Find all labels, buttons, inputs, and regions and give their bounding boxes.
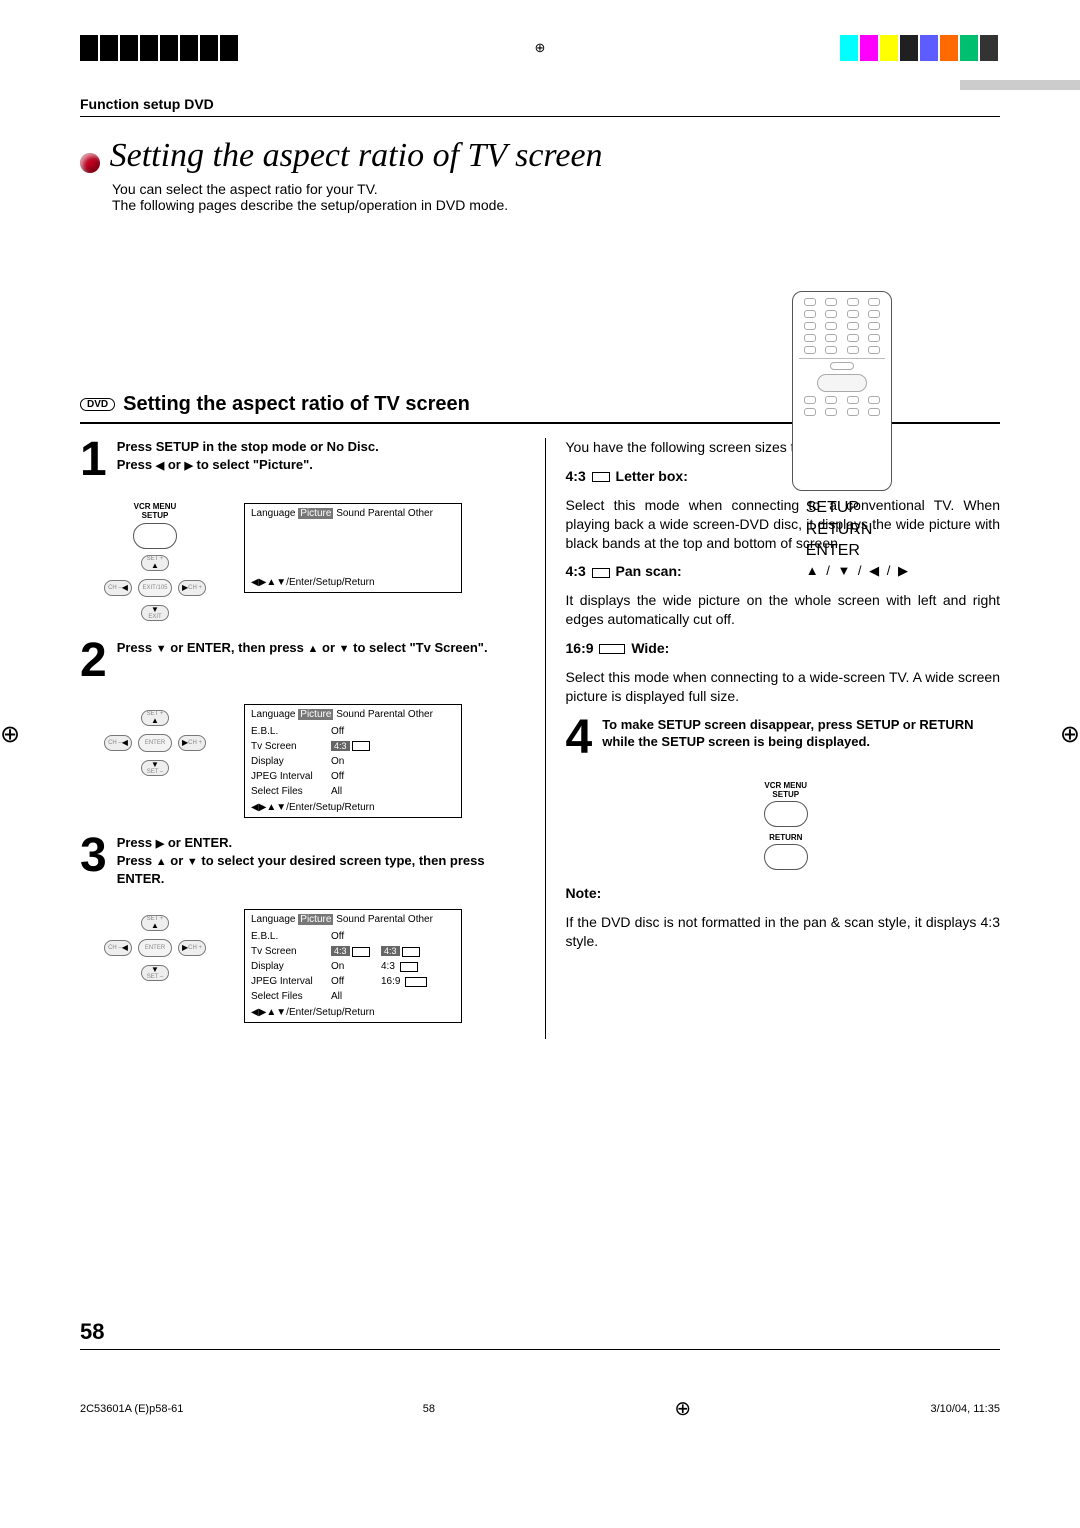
step4-number: 4 (566, 716, 593, 759)
intro-line2: The following pages describe the setup/o… (112, 197, 1000, 213)
remote-label-return: RETURN (806, 519, 910, 541)
intro-line1: You can select the aspect ratio for your… (112, 181, 1000, 197)
step2-text: Press ▼ or ENTER, then press ▲ or ▼ to s… (117, 639, 488, 682)
right-reg-mark: ⊕ (1060, 720, 1080, 749)
menu-screen-1: Language Picture Sound Parental Other ◀▶… (244, 503, 462, 593)
opt-43-panscan-label: 4:3 Pan scan: (566, 563, 682, 579)
bullet-sphere (80, 153, 100, 173)
menu-screen-3: Language Picture Sound Parental Other E.… (244, 909, 462, 1023)
step3-number: 3 (80, 834, 107, 887)
section-header: Function setup DVD (80, 96, 1000, 117)
step2-number: 2 (80, 639, 107, 682)
page-title: Setting the aspect ratio of TV screen (110, 137, 603, 175)
opt-43-letterbox-label: 4:3 Letter box: (566, 468, 688, 484)
step1-number: 1 (80, 438, 107, 481)
opt-169-wide-label: 16:9 Wide: (566, 640, 670, 656)
remote-cluster-1: VCR MENUSETUP SET +▲ ▼EXIT CH – ◀ ▶ CH +… (90, 503, 220, 623)
registration-marks: ⊕ (80, 30, 1000, 66)
remote-label-enter: ENTER (806, 540, 910, 562)
button-stack: VCR MENU SETUP RETURN (572, 781, 1001, 870)
remote-figure: SETUP RETURN ENTER ▲ / ▼ / ◀ / ▶ (792, 291, 910, 579)
remote-cluster-2: SET +▲ ▼SET – CH – ◀ ▶ CH + ENTER (90, 704, 220, 778)
step3-text: Press ▶ or ENTER. Press ▲ or ▼ to select… (117, 834, 515, 887)
opt-169-wide-desc: Select this mode when connecting to a wi… (566, 668, 1001, 706)
left-reg-mark: ⊕ (0, 720, 20, 749)
page-number: 58 (80, 1319, 1000, 1345)
note-heading: Note: (566, 885, 602, 901)
menu-screen-2: Language Picture Sound Parental Other E.… (244, 704, 462, 818)
step4-text: To make SETUP screen disappear, press SE… (602, 716, 1000, 759)
footer-file: 2C53601A (E)p58-61 (80, 1403, 183, 1415)
footer-page: 58 (423, 1403, 435, 1415)
right-intro: You have the following screen sizes to c… (566, 438, 1001, 457)
step1-line2: Press ◀ or ▶ to select "Picture". (117, 456, 379, 474)
section-title: Setting the aspect ratio of TV screen (123, 393, 470, 416)
step1-line1: Press SETUP in the stop mode or No Disc. (117, 438, 379, 456)
dvd-badge: DVD (80, 398, 115, 411)
opt-43-letterbox-desc: Select this mode when connecting to a co… (566, 496, 1001, 553)
remote-cluster-3: SET +▲ ▼SET – CH – ◀ ▶ CH + ENTER (90, 909, 220, 983)
page-footer: 2C53601A (E)p58-61 58 ⊕ 3/10/04, 11:35 (80, 1396, 1000, 1421)
remote-label-arrows: ▲ / ▼ / ◀ / ▶ (806, 562, 910, 580)
note-text: If the DVD disc is not formatted in the … (566, 913, 1001, 951)
opt-43-panscan-desc: It displays the wide picture on the whol… (566, 591, 1001, 629)
remote-label-setup: SETUP (806, 497, 910, 519)
edge-mark (960, 80, 1080, 90)
footer-date: 3/10/04, 11:35 (930, 1403, 1000, 1415)
